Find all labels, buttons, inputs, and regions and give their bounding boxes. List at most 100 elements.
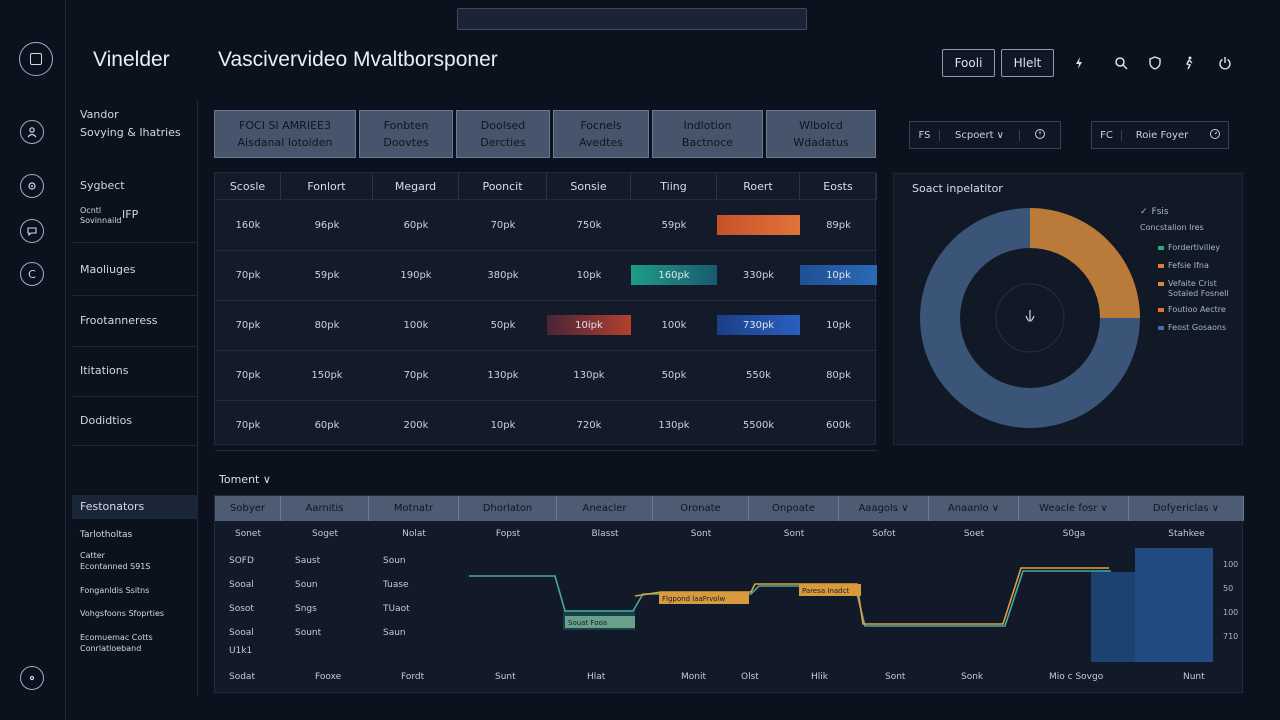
matrix-cell: 50pk [490,319,516,331]
sidebar-item-active[interactable]: Festonators [72,495,198,519]
scope-filter[interactable]: FS Scpoert ∨ [909,121,1061,149]
matrix-cell: 80pk [826,369,851,381]
stat-card-subtitle: Aisdanal lotoiden [237,136,333,149]
sidebar-item-frootanneress[interactable]: Frootanneress [80,314,158,327]
legend-swatch [1158,281,1164,286]
bolt-icon[interactable] [1068,52,1090,74]
sidebar-item-ocntl[interactable]: Ocntl Sovinnaild [80,206,122,226]
stat-card-subtitle: Dercties [480,136,526,149]
matrix-cell [800,250,877,300]
donut-slice[interactable] [920,208,1140,428]
sidebar-item-sublabel: Sovinnaild [80,216,122,225]
stat-card-subtitle: Avedtes [579,136,623,149]
filter-label: FS [910,129,940,141]
matrix-column-header[interactable]: Roert [717,173,800,199]
table-cell: Sofot [872,529,896,539]
search-icon[interactable] [1110,52,1132,74]
home-icon[interactable] [19,42,53,76]
bar-mark [1135,548,1213,662]
run-icon[interactable] [1178,52,1200,74]
table-column-header[interactable]: Aaagols ∨ [839,496,929,521]
settings-icon[interactable] [20,174,44,198]
clock-icon[interactable] [1202,128,1228,143]
sidebar-item-dodidtios[interactable]: Dodidtios [80,414,133,427]
table-column-header[interactable]: Onpoate [749,496,839,521]
table-footer-cell: Sunt [495,672,516,682]
table-footer-cell: Fordt [401,672,425,682]
heat-cell[interactable]: 10pk [800,265,877,285]
tag-label: Paresa Inadct [802,587,849,595]
sidebar-item-maoliuges[interactable]: Maoliuges [80,263,136,276]
donut-slice[interactable] [1030,208,1140,318]
heat-cell[interactable]: 730pk [717,315,800,335]
heat-cell[interactable] [717,215,800,235]
stat-card[interactable]: Focnels Avedtes [553,110,649,158]
stat-card[interactable]: Wlbolcd Wdadatus [766,110,876,158]
stat-card[interactable]: Doolsed Dercties [456,110,550,158]
user-icon[interactable] [20,120,44,144]
table-column-header[interactable]: Dhorlaton [459,496,557,521]
sidebar-item-tag: IFP [122,208,139,221]
matrix-column-header[interactable]: Fonlort [281,173,373,199]
stat-card-title: Fonbten [383,119,429,132]
legend-item[interactable]: Foutioo Aectre [1158,305,1226,314]
table-column-header[interactable]: Dofyericlas ∨ [1129,496,1244,521]
sidebar-subheading: Sovying & Ihatries [80,126,181,139]
matrix-column-header[interactable]: Sonsie [547,173,631,199]
sidebar-heading: Vandor [80,108,119,121]
fooli-button[interactable]: Fooli [942,49,995,77]
matrix-cell [547,300,631,350]
sidebar-item-ititations[interactable]: Ititations [80,364,129,377]
matrix-cell: 50pk [661,369,687,381]
search-bar[interactable] [457,8,807,30]
role-filter[interactable]: FC Roie Foyer [1091,121,1229,149]
table-cell: Blasst [591,529,619,539]
table-column-header[interactable]: Aarnitis [281,496,369,521]
table-cell: U1k1 [229,646,253,656]
legend-item[interactable]: Feost Gosaons [1158,323,1226,332]
stat-card[interactable]: Indlotion Bactnoce [652,110,763,158]
legend-item[interactable]: Fordertiviliey [1158,243,1220,252]
clock-icon[interactable] [1020,128,1060,143]
table-column-header[interactable]: Weacle fosr ∨ [1019,496,1129,521]
matrix-column-header[interactable]: Eosts [800,173,877,199]
stat-card[interactable]: FOCI SI AMRIEE3 Aisdanal lotoiden [214,110,356,158]
heat-cell[interactable]: 10ipk [547,315,631,335]
help-icon[interactable] [20,666,44,690]
table-cell: Saust [295,556,321,566]
sidebar-item-fonganldis[interactable]: Fonganldis Ssitns [80,586,150,595]
legend-item[interactable]: Vefaite Crist [1158,279,1217,288]
legend-item[interactable]: Fefsie Ifna [1158,261,1209,270]
matrix-cell: 89pk [826,219,851,231]
stat-card[interactable]: Fonbten Doovtes [359,110,453,158]
sidebar-item-tarlotholtas[interactable]: Tarlotholtas [80,530,133,540]
table-column-header[interactable]: Aneacler [557,496,653,521]
matrix-column-header[interactable]: Pooncit [459,173,547,199]
matrix-cell: 70pk [403,369,429,381]
heat-cell[interactable]: 160pk [631,265,717,285]
section-dropdown[interactable]: Toment ∨ [219,473,271,486]
tag-box [565,616,635,628]
chat-icon[interactable] [20,219,44,243]
legend-swatch [1158,307,1164,312]
matrix-cell: 10pk [490,419,516,431]
shield-icon[interactable] [1144,52,1166,74]
table-column-header[interactable]: Oronate [653,496,749,521]
power-icon[interactable] [1214,52,1236,74]
table-column-header[interactable]: Sobyer [215,496,281,521]
table-column-header[interactable]: Motnatr [369,496,459,521]
donut-title: Soact inpelatitor [912,182,1003,195]
hlelt-button[interactable]: Hlelt [1001,49,1054,77]
matrix-column-header[interactable]: Megard [373,173,459,199]
matrix-column-header[interactable]: Scosle [215,173,281,199]
table-column-header[interactable]: Anaanlo ∨ [929,496,1019,521]
sidebar-item-catter[interactable]: Catter Econtanned S91S [80,550,150,572]
matrix-column-header[interactable]: Tiing [631,173,717,199]
sidebar-item-vohgsfoons[interactable]: Vohgsfoons Sfoprties [80,609,165,618]
sidebar-item-ecomuemac[interactable]: Ecomuemac Cotts Conrlatloeband [80,632,153,654]
table-cell: TUaot [383,604,410,614]
tag-label: Souat Fooa [568,619,607,627]
copyright-icon[interactable]: C [20,262,44,286]
filter-value: Roie Foyer [1135,129,1189,141]
pointer-icon [1025,310,1035,322]
